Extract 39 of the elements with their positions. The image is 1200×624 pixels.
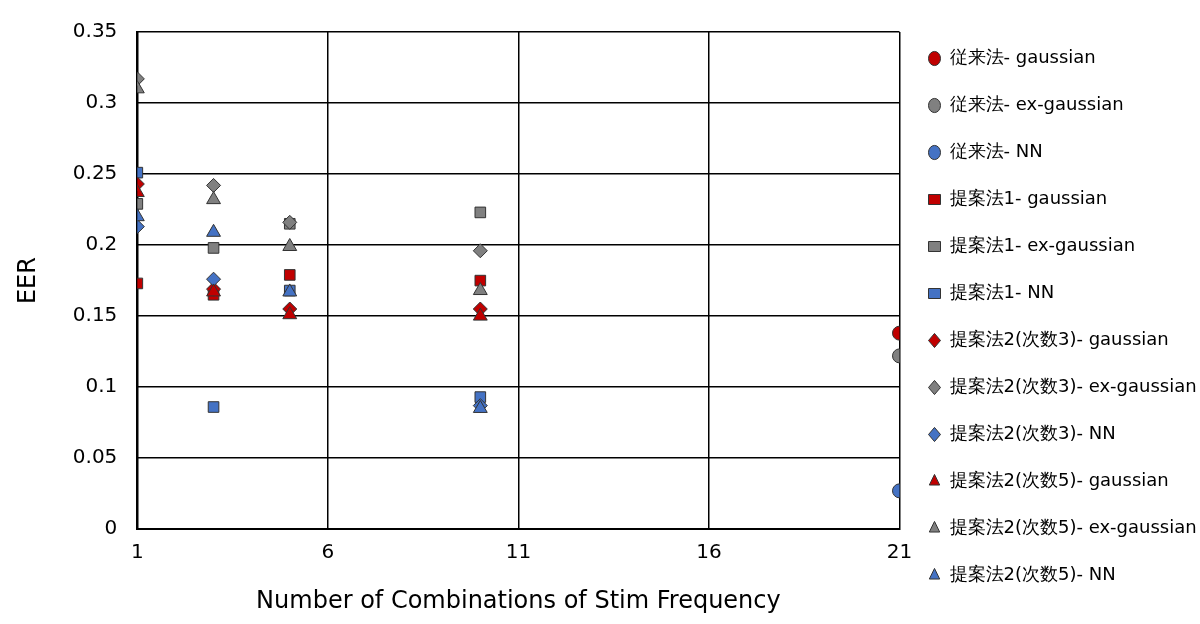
point (206, 223, 221, 237)
x-axis-title: Number of Combinations of Stim Frequency (256, 585, 781, 614)
y-tick-label: 0.05 (72, 444, 118, 469)
y-tick-label: 0.35 (72, 18, 118, 43)
legend-label: 提案法2(次数3)- ex-gaussian (949, 375, 1197, 397)
legend-label: 従来法- gaussian (949, 46, 1096, 68)
legend-label: 提案法1- ex-gaussian (949, 234, 1136, 256)
legend-label: 提案法2(次数5)- gaussian (949, 469, 1169, 491)
point (283, 269, 296, 281)
legend-label: 提案法2(次数5)- ex-gaussian (949, 516, 1197, 538)
legend-label: 従来法- NN (949, 140, 1043, 162)
y-tick-label: 0 (104, 515, 118, 540)
legend-label: 提案法2(次数3)- gaussian (949, 328, 1169, 350)
x-tick-label: 11 (505, 539, 532, 564)
x-tick-label: 6 (321, 539, 335, 564)
point (282, 306, 298, 320)
point (206, 191, 221, 205)
legend-label: 提案法2(次数5)- NN (949, 563, 1116, 585)
point (472, 307, 488, 321)
y-axis-title: EER (12, 257, 41, 305)
y-tick-label: 0.25 (72, 160, 118, 185)
point (207, 242, 220, 254)
legend-label: 従来法- ex-gaussian (949, 93, 1124, 115)
x-tick-label: 16 (696, 539, 722, 564)
point (472, 282, 488, 296)
y-tick-label: 0.15 (72, 302, 118, 327)
point (474, 206, 487, 219)
point (472, 243, 488, 259)
legend-label: 提案法1- NN (949, 281, 1055, 303)
x-tick-label: 1 (130, 539, 144, 564)
point (207, 401, 220, 413)
x-tick-label: 21 (886, 539, 913, 564)
y-tick-label: 0.2 (85, 231, 118, 256)
legend-label: 提案法1- gaussian (949, 187, 1108, 209)
y-tick-label: 0.1 (85, 373, 118, 398)
legend-label: 提案法2(次数3)- NN (949, 422, 1116, 444)
point (282, 238, 298, 252)
y-tick-label: 0.3 (85, 89, 118, 114)
point (206, 177, 222, 193)
